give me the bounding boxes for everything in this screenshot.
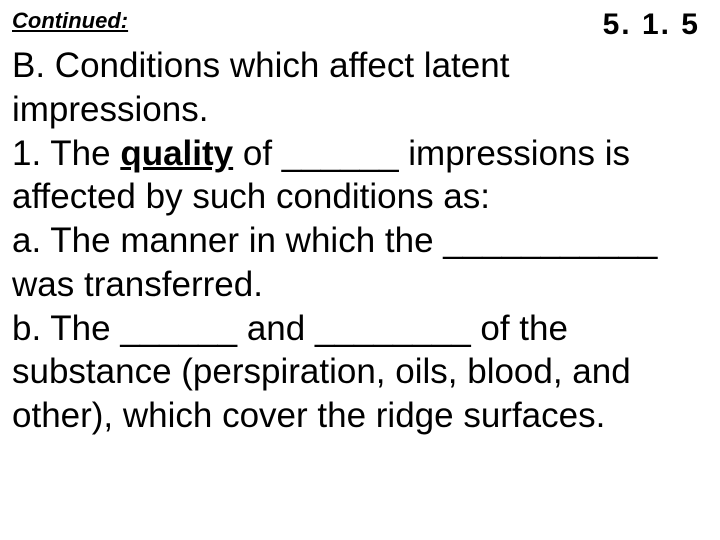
paragraph-1: 1. The quality of ______ impressions is …: [12, 132, 708, 220]
continued-label: Continued:: [12, 8, 128, 34]
paragraph-b: B. Conditions which affect latent impres…: [12, 44, 708, 132]
paragraph-a: a. The manner in which the ___________ w…: [12, 219, 708, 307]
quality-word: quality: [120, 134, 233, 173]
line1-pre: 1. The: [12, 134, 120, 173]
body-text: B. Conditions which affect latent impres…: [12, 44, 708, 438]
section-number: 5. 1. 5: [603, 8, 708, 42]
paragraph-b2: b. The ______ and ________ of the substa…: [12, 307, 708, 438]
header-row: Continued: 5. 1. 5: [12, 8, 708, 42]
